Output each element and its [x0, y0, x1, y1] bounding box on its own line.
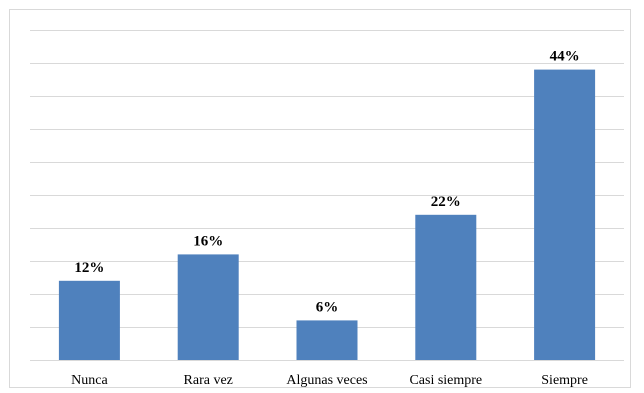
data-label: 22%	[431, 194, 461, 210]
data-labels: 12% 16% 6% 22% 44%	[74, 49, 579, 316]
bar-siempre	[534, 69, 596, 360]
bar-casi-siempre	[415, 214, 477, 360]
bar-algunas-veces	[296, 320, 358, 360]
bar-rara-vez	[177, 254, 239, 360]
x-tick-labels: Nunca Rara vez Algunas veces Casi siempre Si…	[71, 373, 588, 388]
data-label: 12%	[74, 260, 104, 276]
x-tick-label: Siempre	[541, 373, 588, 388]
bar-nunca	[58, 280, 120, 360]
x-tick-label: Algunas veces	[286, 373, 367, 388]
x-tick-label: Nunca	[71, 373, 108, 388]
x-tick-label: Rara vez	[184, 373, 233, 388]
x-tick-label: Casi siempre	[409, 373, 482, 388]
bars	[58, 69, 596, 360]
data-label: 44%	[550, 49, 580, 65]
data-label: 16%	[193, 233, 223, 249]
gridlines	[30, 30, 624, 361]
data-label: 6%	[316, 299, 339, 315]
